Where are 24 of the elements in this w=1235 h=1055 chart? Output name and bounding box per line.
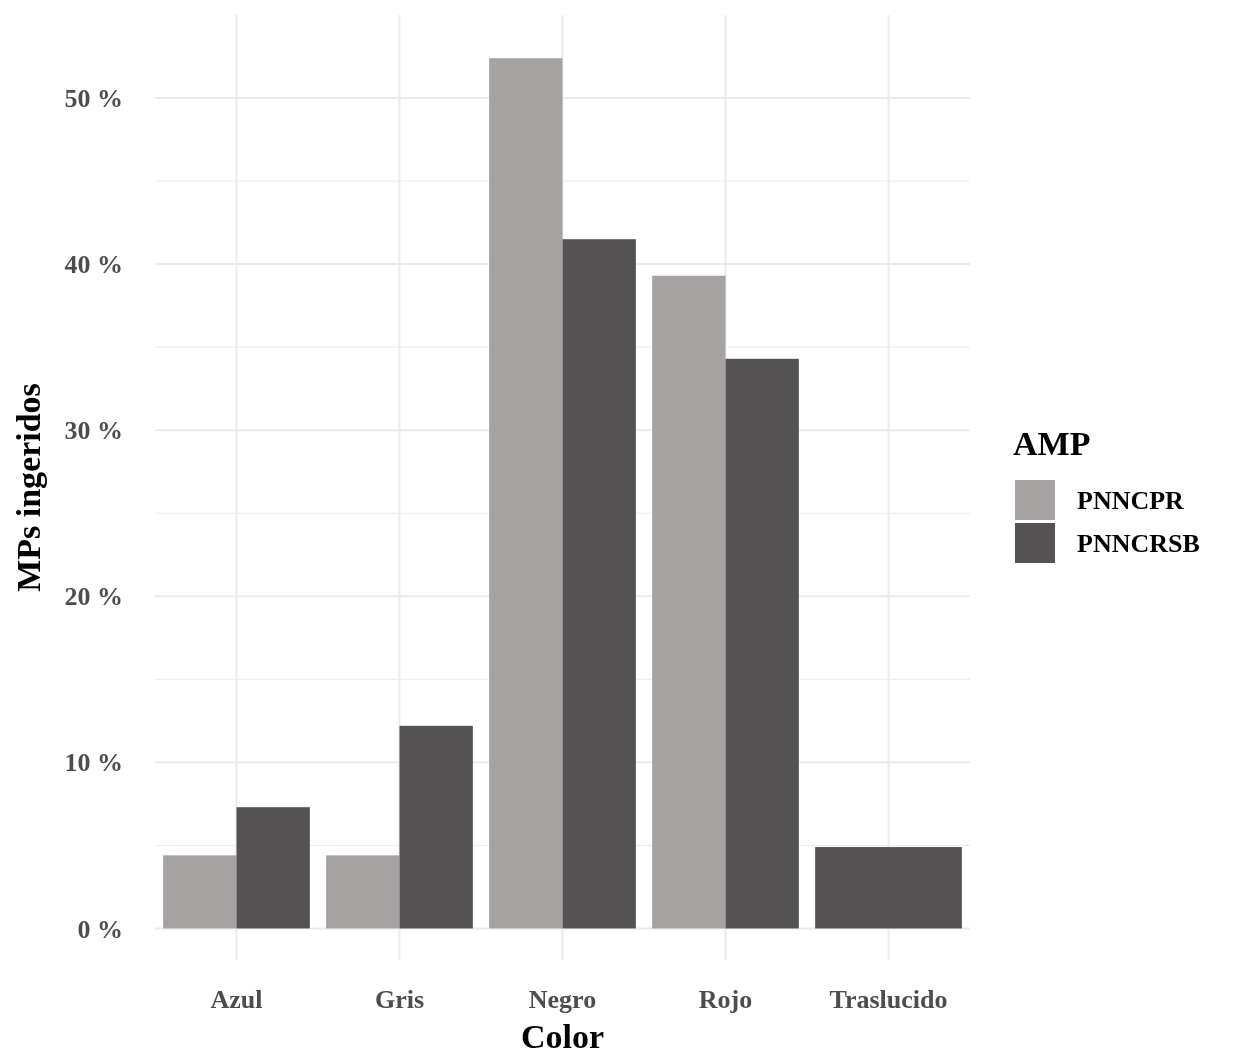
bar — [562, 239, 636, 929]
bar — [163, 855, 237, 929]
y-tick-label: 0 % — [77, 914, 123, 944]
bar — [399, 725, 473, 929]
bar — [326, 855, 400, 929]
bar — [236, 807, 310, 929]
x-tick-label: Azul — [210, 985, 263, 1014]
y-tick-label: 20 % — [64, 582, 123, 612]
legend-label: PNNCPR — [1077, 486, 1185, 516]
x-tick-label: Negro — [528, 985, 597, 1014]
bar — [489, 58, 563, 929]
y-tick-label: 10 % — [64, 748, 123, 778]
y-tick-label: 50 % — [64, 84, 123, 114]
y-axis-title: MPs ingeridos — [10, 383, 47, 592]
x-tick-label: Rojo — [698, 985, 753, 1014]
y-tick-label: 40 % — [64, 250, 123, 280]
x-tick-label: Gris — [374, 985, 425, 1014]
x-axis-title: Color — [520, 1018, 605, 1055]
bar — [725, 358, 799, 929]
x-tick-label: Traslucido — [829, 985, 948, 1014]
legend-label: PNNCRSB — [1077, 529, 1200, 559]
y-tick-label: 30 % — [64, 416, 123, 446]
legend-title: AMP — [1013, 425, 1091, 462]
bar — [652, 275, 726, 929]
